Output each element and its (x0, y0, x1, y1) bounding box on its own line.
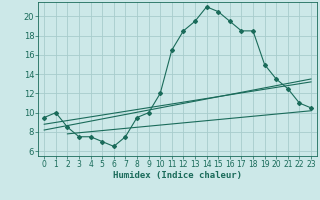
X-axis label: Humidex (Indice chaleur): Humidex (Indice chaleur) (113, 171, 242, 180)
